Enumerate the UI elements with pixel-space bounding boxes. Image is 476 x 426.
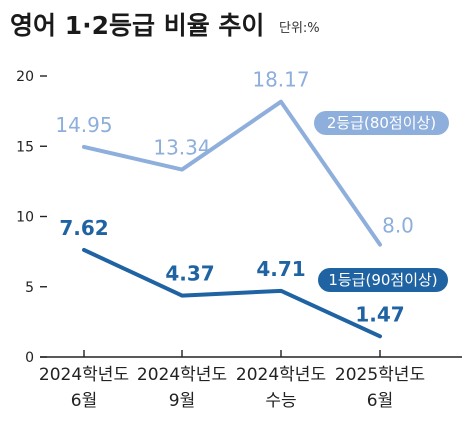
data-label: 1.47 xyxy=(355,302,404,326)
unit-label: 단위:% xyxy=(279,21,320,36)
x-tick-label-line2: 수능 xyxy=(265,391,296,411)
y-tick-label: 15 xyxy=(16,139,34,155)
y-tick-label: 10 xyxy=(16,210,34,226)
data-label: 14.95 xyxy=(55,113,112,137)
series-lines xyxy=(82,99,382,339)
legend-tag-2 xyxy=(318,268,448,292)
chart-title: 영어 1·2등급 비율 추이 xyxy=(10,11,264,40)
x-tick-label-line1: 2025학년도 xyxy=(335,365,425,385)
x-tick-label-line1: 2024학년도 xyxy=(39,365,129,385)
value-labels: 14.95 13.34 18.17 8.0 7.62 4.37 4.71 1.47 xyxy=(55,68,414,327)
data-label: 4.37 xyxy=(165,262,214,286)
x-tick-label-line2: 6월 xyxy=(367,391,393,411)
data-label: 13.34 xyxy=(153,136,210,160)
data-label: 7.62 xyxy=(59,216,108,240)
series-line-2 xyxy=(82,247,382,339)
x-tick-label-line1: 2024학년도 xyxy=(236,365,326,385)
y-tick-label: 5 xyxy=(25,280,34,296)
series-line-1 xyxy=(82,99,382,247)
legend-label: 2등급(80점이상) xyxy=(327,114,436,132)
legend-label: 1등급(90점이상) xyxy=(328,271,437,289)
data-label: 4.71 xyxy=(256,257,305,281)
data-label: 8.0 xyxy=(382,214,414,238)
data-label: 18.17 xyxy=(252,68,309,92)
legend-tag-1 xyxy=(314,111,449,135)
y-tick-label: 20 xyxy=(16,69,34,85)
y-tick-label: 0 xyxy=(25,350,34,366)
legend: 2등급(80점이상) 1등급(90점이상) xyxy=(314,111,449,292)
x-tick-label-line2: 6월 xyxy=(71,391,97,411)
x-tick-label-line1: 2024학년도 xyxy=(137,365,227,385)
x-tick-label-line2: 9월 xyxy=(169,391,195,411)
